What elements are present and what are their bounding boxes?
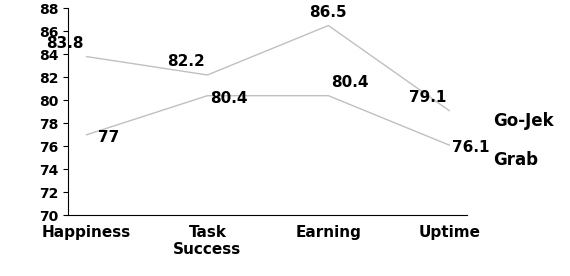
- Text: 80.4: 80.4: [210, 91, 248, 106]
- Text: 82.2: 82.2: [167, 54, 205, 69]
- Text: 83.8: 83.8: [46, 36, 84, 51]
- Text: Go-Jek: Go-Jek: [493, 112, 553, 131]
- Text: 80.4: 80.4: [331, 75, 369, 90]
- Text: 86.5: 86.5: [310, 5, 347, 20]
- Text: 76.1: 76.1: [452, 140, 490, 155]
- Text: 79.1: 79.1: [409, 90, 446, 105]
- Text: 77: 77: [97, 130, 119, 145]
- Text: Grab: Grab: [493, 151, 538, 169]
